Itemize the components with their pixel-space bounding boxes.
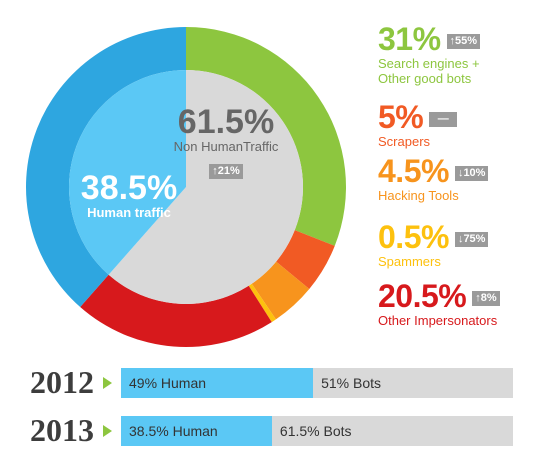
legend-label: Other Impersonators bbox=[378, 313, 498, 328]
legend-pct: 5% bbox=[378, 99, 424, 135]
human-center-label: 38.5% Human traffic bbox=[74, 170, 184, 220]
arrow-right-icon bbox=[103, 377, 112, 389]
human-bar-label-2013: 38.5% Human bbox=[129, 423, 218, 439]
human-pct: 38.5% bbox=[80, 169, 178, 207]
legend-label: Spammers bbox=[378, 254, 441, 269]
legend-item-impersonators: 20.5% ↑8% Other Impersonators bbox=[378, 279, 500, 328]
year-label-2012: 2012 bbox=[30, 364, 94, 400]
donut-slice-hacking-tools bbox=[251, 261, 310, 320]
inner-slice-non-human bbox=[108, 70, 303, 305]
legend-label: Other good bots bbox=[378, 71, 472, 86]
donut-slice-spammers bbox=[248, 283, 276, 323]
bots-pct: 61.5% bbox=[177, 103, 275, 141]
human-label: Human traffic bbox=[87, 205, 171, 220]
bots-change-badge: ↑21% bbox=[209, 164, 243, 179]
legend-label: Scrapers bbox=[378, 134, 431, 149]
human-bar-label-2012: 49% Human bbox=[129, 375, 207, 391]
legend-item-hacking-tools: 4.5% ↓10% Hacking Tools bbox=[378, 153, 489, 203]
legend-item-spammers: 0.5% ↓75% Spammers bbox=[378, 219, 489, 269]
legend-change-badge: ↑8% bbox=[472, 290, 500, 306]
legend-change-badge: — bbox=[429, 111, 458, 127]
bots-bar-label-2013: 61.5% Bots bbox=[279, 423, 352, 439]
legend-pct: 0.5% bbox=[378, 219, 449, 255]
bots-label: Non HumanTraffic bbox=[173, 139, 279, 154]
donut-slice-human-traffic bbox=[26, 27, 186, 308]
human-bar-fill-2012 bbox=[121, 368, 314, 398]
human-bar-fill-2013 bbox=[121, 416, 272, 446]
legend-change-badge: ↓75% bbox=[454, 231, 489, 247]
legend-pct: 31% bbox=[378, 21, 441, 57]
donut-slice-scrapers bbox=[276, 230, 335, 289]
legend-pct: 4.5% bbox=[378, 153, 449, 189]
legend-item-scrapers: 5% — Scrapers bbox=[378, 99, 458, 149]
bots-center-label: 61.5% Non HumanTraffic ↑21% bbox=[168, 104, 284, 179]
donut-slice-other-impersonators bbox=[80, 274, 272, 347]
legend-change-badge: ↑55% bbox=[446, 33, 481, 49]
arrow-right-icon bbox=[103, 425, 112, 437]
comparison-bar-2013: 38.5% Human 61.5% Bots bbox=[121, 416, 513, 446]
legend-label: Search engines + bbox=[378, 56, 480, 71]
legend-item-good-bots: 31% ↑55% Search engines + Other good bot… bbox=[378, 21, 481, 86]
legend-change-badge: ↓10% bbox=[454, 165, 489, 181]
legend-pct: 20.5% bbox=[378, 278, 467, 314]
inner-slice-human bbox=[69, 70, 186, 275]
comparison-bar-2012: 49% Human 51% Bots bbox=[121, 368, 513, 398]
donut-slice-search-engines-other-good-bots bbox=[186, 27, 346, 246]
bots-bar-label-2012: 51% Bots bbox=[321, 375, 382, 391]
legend-label: Hacking Tools bbox=[378, 188, 459, 203]
year-label-2013: 2013 bbox=[30, 412, 94, 448]
